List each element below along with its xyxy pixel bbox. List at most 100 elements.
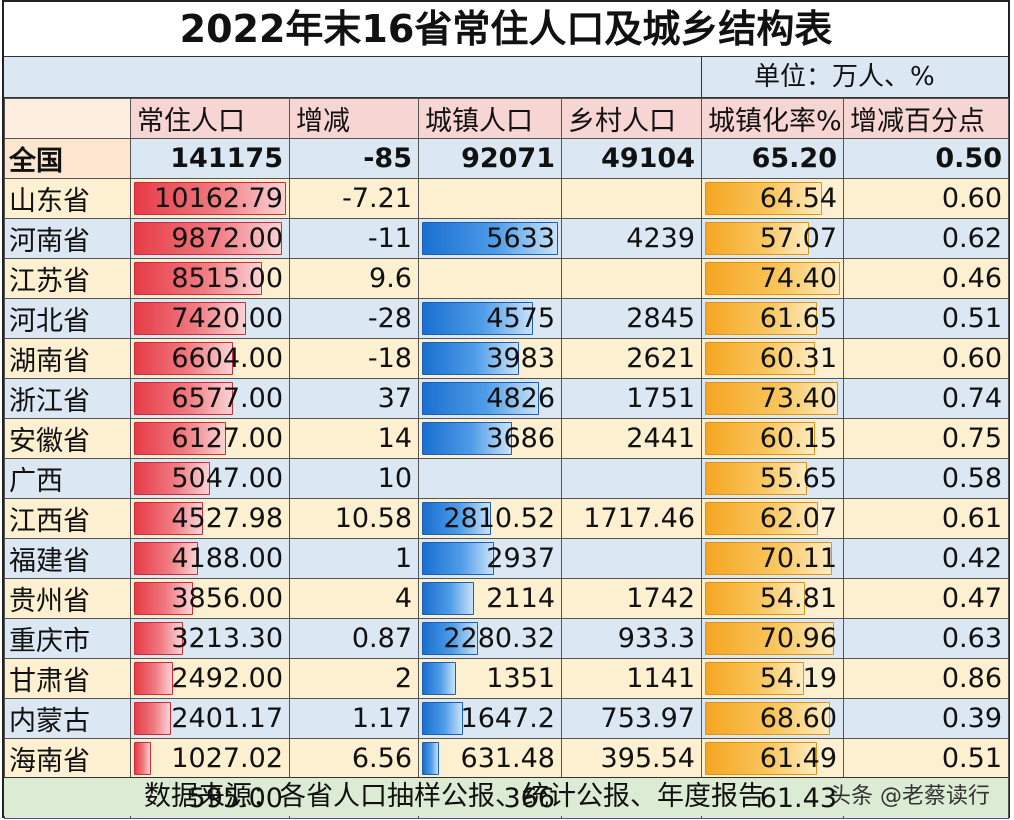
unit-row: 单位：万人、% (4, 57, 1008, 98)
row-name: 海南省 (4, 738, 131, 779)
row-urban-value: 631.48 (460, 743, 555, 774)
row-pop-bar (134, 182, 286, 215)
row-pop-value: 4188.00 (171, 543, 283, 574)
row-urban-value: 2937 (486, 543, 555, 574)
row-urban: 2114 (418, 578, 562, 619)
table-row: 安徽省 6127.00 14 3686 2441 60.15 0.75 (4, 418, 1009, 459)
row-change: 0.87 (289, 618, 419, 659)
row-urban: 2810.52 (418, 498, 562, 539)
row-change: 10.58 (289, 498, 419, 539)
row-pop: 10162.79 (130, 178, 290, 219)
row-rate-change: 0.58 (843, 458, 1009, 499)
row-change: -11 (289, 218, 419, 259)
row-change: -18 (289, 338, 419, 379)
row-name: 重庆市 (4, 618, 131, 659)
row-change: 6.56 (289, 738, 419, 779)
row-rural: 1717.46 (561, 498, 702, 539)
row-pop: 1027.02 (130, 738, 290, 779)
header-row: 常住人口 增减 城镇人口 乡村人口 城镇化率% 增减百分点 (4, 98, 1009, 139)
unit-row-blank (4, 57, 702, 97)
row-rate: 55.65 (701, 458, 844, 499)
row-pop: 6604.00 (130, 338, 290, 379)
row-urban-bar (422, 742, 439, 775)
row-rate: 54.19 (701, 658, 844, 699)
row-urban (418, 458, 562, 499)
row-rate-value: 60.31 (759, 343, 837, 374)
row-rate-bar (705, 542, 832, 575)
row-rate-value: 70.11 (759, 543, 837, 574)
row-rate: 61.49 (701, 738, 844, 779)
row-pop-bar (134, 222, 282, 255)
row-rural: 1751 (561, 378, 702, 419)
row-pop: 8515.00 (130, 258, 290, 299)
row-rate: 54.81 (701, 578, 844, 619)
table-row: 贵州省 3856.00 4 2114 1742 54.81 0.47 (4, 578, 1009, 619)
row-rate: 57.07 (701, 218, 844, 259)
row-rate-value: 54.81 (759, 583, 837, 614)
national-name: 全国 (4, 138, 131, 179)
row-pop-bar (134, 502, 203, 535)
row-pop: 595.00 (130, 778, 290, 819)
row-name: 江苏省 (4, 258, 131, 299)
row-urban: 3686 (418, 418, 562, 459)
row-rural: 1742 (561, 578, 702, 619)
row-rate-bar (705, 342, 815, 375)
row-urban-bar (422, 702, 463, 735)
row-pop: 2492.00 (130, 658, 290, 699)
row-rate-change: 0.60 (843, 338, 1009, 379)
row-urban: 2280.32 (418, 618, 562, 659)
row-rate-change: 0.42 (843, 538, 1009, 579)
header-cell-pop: 常住人口 (130, 98, 290, 139)
row-pop-bar (134, 542, 198, 575)
row-pop-bar (134, 622, 183, 655)
row-rate-value: 73.40 (759, 383, 837, 414)
row-rate-bar (705, 582, 805, 615)
row-rate-bar (705, 662, 804, 695)
row-rate-bar (705, 462, 807, 495)
row-urban-value: 4575 (486, 303, 555, 334)
table-row: 甘肃省 2492.00 2 1351 1141 54.19 0.86 (4, 658, 1009, 699)
table-row: 浙江省 6577.00 37 4826 1751 73.40 0.74 (4, 378, 1009, 419)
row-rate-value: 68.60 (759, 703, 837, 734)
table-row: 江西省 4527.98 10.58 2810.52 1717.46 62.07 0.61 (4, 498, 1009, 539)
row-name: 广西 (4, 458, 131, 499)
header-cell-change: 增减 (289, 98, 419, 139)
header-cell-rate: 城镇化率% (701, 98, 844, 139)
row-pop: 3856.00 (130, 578, 290, 619)
row-change: 1 (289, 538, 419, 579)
row-name: 山东省 (4, 178, 131, 219)
row-name: 甘肃省 (4, 658, 131, 699)
row-rate: 70.11 (701, 538, 844, 579)
row-rate-bar (705, 502, 818, 535)
row-urban (418, 178, 562, 219)
row-pop-bar (134, 342, 233, 375)
row-urban-value: 2280.32 (443, 623, 555, 654)
row-name: 浙江省 (4, 378, 131, 419)
row-rate-value: 60.15 (759, 423, 837, 454)
row-pop-value: 3856.00 (171, 583, 283, 614)
row-urban: 5633 (418, 218, 562, 259)
row-pop-bar (134, 262, 262, 295)
row-rate-change: 0.51 (843, 738, 1009, 779)
data-table: 常住人口 增减 城镇人口 乡村人口 城镇化率% 增减百分点 全国 141175 … (4, 98, 1009, 819)
row-urban-value: 4826 (486, 383, 555, 414)
row-pop: 5047.00 (130, 458, 290, 499)
source-note: 数据来源：各省人口抽样公报、统计公报、年度报告 (4, 777, 1008, 816)
row-rate: 73.40 (701, 378, 844, 419)
row-rate-change: 0.75 (843, 418, 1009, 459)
row-rate-value: 55.65 (759, 463, 837, 494)
row-pop: 2401.17 (130, 698, 290, 739)
row-pop-bar (134, 422, 226, 455)
row-rate: 64.54 (701, 178, 844, 219)
row-pop: 6577.00 (130, 378, 290, 419)
row-urban: 366 (418, 778, 562, 819)
row-urban-bar (422, 582, 474, 615)
row-urban-bar (422, 302, 533, 335)
row-pop: 6127.00 (130, 418, 290, 459)
row-rate: 74.40 (701, 258, 844, 299)
row-name: 湖南省 (4, 338, 131, 379)
row-rate-value: 61.49 (759, 743, 837, 774)
row-rural: 395.54 (561, 738, 702, 779)
row-rural (561, 258, 702, 299)
table-row: 山东省 10162.79 -7.21 64.54 0.60 (4, 178, 1009, 219)
